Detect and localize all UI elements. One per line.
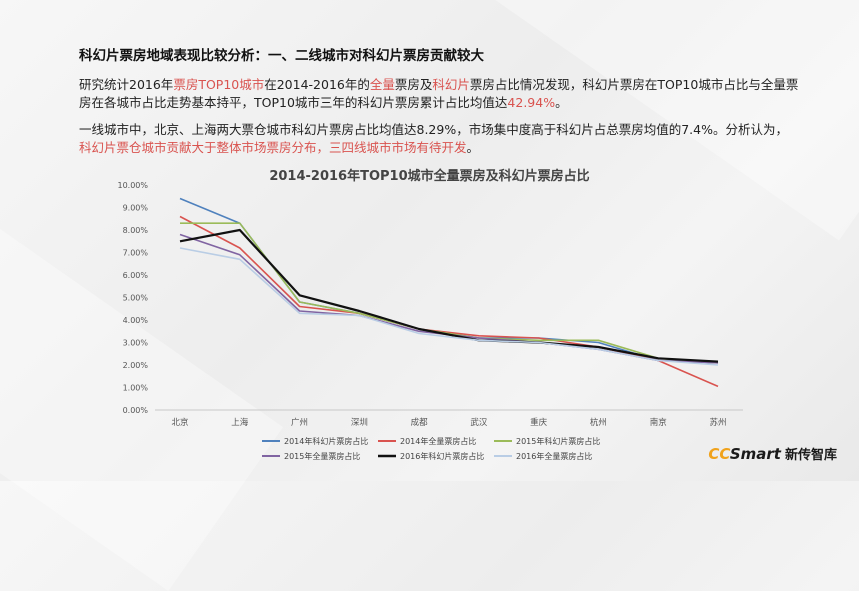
series-line [179,228,719,363]
legend-label: 2015年科幻片票房占比 [516,436,600,446]
chart-title: 2014-2016年TOP10城市全量票房及科幻片票房占比 [269,169,590,184]
legend-label: 2015年全量票房占比 [284,451,360,461]
para2-segment: 一线城市中，北京、上海两大票仓城市科幻片票房占比均值达8.29%，市场集中度高于… [79,122,788,137]
legend-label: 2014年全量票房占比 [400,436,476,446]
legend-label: 2016年科幻片票房占比 [400,451,484,461]
y-tick-label: 0.00% [123,406,149,415]
para1-segment: 在2014-2016年的 [264,77,370,92]
logo-smart: Smart [729,445,781,463]
para1-segment: 研究统计2016年 [79,77,174,92]
series-line [179,197,719,364]
x-tick-label: 杭州 [590,417,607,428]
y-tick-label: 3.00% [123,339,149,348]
x-tick-label: 深圳 [351,417,368,428]
y-tick-label: 5.00% [123,294,149,303]
y-tick-label: 8.00% [123,226,149,235]
y-tick-label: 4.00% [123,316,149,325]
para1-segment: 票房及 [394,77,433,92]
para1-segment: 票房TOP10城市 [173,77,265,92]
y-tick-label: 9.00% [123,204,149,213]
line-chart: 0.00% 1.00% 2.00% 3.00% 4.00% 5.00% 6.00% 7.00%… [117,181,743,461]
legend-label: 2016年全量票房占比 [516,451,592,461]
para1-segment: 。 [555,95,568,110]
legend-label: 2014年科幻片票房占比 [284,436,368,446]
y-tick-label: 7.00% [123,249,149,258]
y-tick-label: 10.00% [117,181,148,190]
para1-segment: 票房占比情况发现，科幻片票房在TOP10城市占比与全量票房在各城市占比走势基本持… [79,77,799,110]
x-tick-label: 苏州 [709,417,726,428]
para2-segment: 科幻片票仓城市贡献大于整体市场票房分布，三四线城市市场有待开发 [79,140,467,155]
x-tick-label: 成都 [411,417,429,428]
x-tick-label: 上海 [231,417,249,428]
x-tick-label: 广州 [291,417,308,428]
y-tick-label: 2.00% [123,361,149,370]
paragraph-tier1-analysis: 一线城市中，北京、上海两大票仓城市科幻片票房占比均值达8.29%，市场集中度高于… [79,121,799,157]
y-tick-label: 6.00% [123,271,149,280]
x-tick-label: 武汉 [470,417,488,428]
series-line [180,222,719,364]
para1-segment: 科幻片 [432,77,470,92]
x-tick-label: 北京 [171,417,188,428]
y-tick-label: 1.00% [123,384,149,393]
paragraph-research-summary: 研究统计2016年票房TOP10城市在2014-2016年的全量票房及科幻片票房… [79,76,799,112]
series-line [179,247,719,366]
series-line [179,215,719,388]
x-tick-label: 南京 [650,417,667,428]
page-heading: 科幻片票房地域表现比较分析：一、二线城市对科幻片票房贡献较大 [79,48,484,64]
para1-segment: 全量 [369,77,395,92]
x-tick-label: 重庆 [530,417,548,428]
brand-logo: CCSmart 新传智库 [708,444,837,463]
logo-cc: CC [708,445,730,463]
logo-chinese-name: 新传智库 [784,448,837,463]
para1-segment: 42.94% [507,95,556,110]
para2-segment: 。 [466,140,480,155]
